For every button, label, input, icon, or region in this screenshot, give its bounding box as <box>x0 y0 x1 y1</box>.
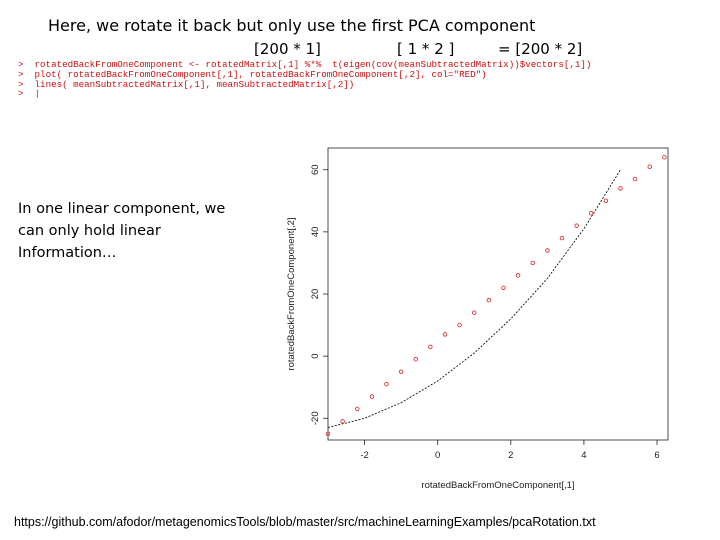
data-point <box>486 298 492 303</box>
data-point <box>369 394 375 399</box>
y-tick-label: 60 <box>310 164 321 175</box>
data-point <box>413 357 418 362</box>
data-point <box>428 344 433 350</box>
data-point <box>662 155 667 160</box>
original-data-line <box>327 169 621 429</box>
curve-line <box>327 169 621 429</box>
y-tick-label: -20 <box>310 411 321 425</box>
source-url: https://github.com/afodor/metagenomicsTo… <box>14 515 596 529</box>
dimension-label-1: [200 * 1] <box>254 40 321 58</box>
data-point <box>574 223 579 228</box>
data-point <box>545 248 550 253</box>
x-tick-label: -2 <box>360 450 368 461</box>
x-axis: -2 0 2 4 6 <box>360 440 660 461</box>
data-point <box>325 431 331 436</box>
data-point <box>472 310 477 315</box>
code-line: > | <box>18 88 41 100</box>
data-point <box>515 273 521 278</box>
projected-points <box>325 155 667 436</box>
data-point <box>355 406 360 412</box>
x-tick-label: 2 <box>508 450 513 461</box>
data-point <box>384 381 389 387</box>
slide-caption: In one linear component, we can only hol… <box>18 201 226 261</box>
x-tick-label: 4 <box>581 450 586 461</box>
code-line: > plot( rotatedBackFromOneComponent[,1],… <box>18 68 487 80</box>
slide-title: Here, we rotate it back but only use the… <box>48 16 536 35</box>
x-axis-label: rotatedBackFromOneComponent[,1] <box>421 480 574 491</box>
data-point <box>457 322 462 328</box>
data-point <box>398 369 404 374</box>
plot-frame <box>327 147 669 441</box>
data-point <box>501 285 506 290</box>
code-line: > lines( meanSubtractedMatrix[,1], meanS… <box>18 78 355 90</box>
r-console-code: > rotatedBackFromOneComponent <- rotated… <box>18 60 591 99</box>
code-line: > rotatedBackFromOneComponent <- rotated… <box>18 59 592 70</box>
data-point <box>589 211 594 216</box>
data-point <box>632 176 638 182</box>
y-axis: -20 0 20 40 60 <box>310 164 328 425</box>
data-point <box>530 260 535 266</box>
data-point <box>340 419 345 424</box>
y-tick-label: 0 <box>310 353 321 358</box>
y-axis-label: rotatedBackFromOneComponent[,2] <box>286 217 297 370</box>
y-tick-label: 40 <box>310 227 321 238</box>
data-point <box>442 332 448 337</box>
data-point <box>647 164 652 169</box>
x-tick-label: 0 <box>435 450 440 461</box>
data-point <box>559 235 565 241</box>
dimension-label-3: = [200 * 2] <box>498 40 583 58</box>
x-tick-label: 6 <box>654 450 659 461</box>
dimension-label-2: [ 1 * 2 ] <box>397 40 455 58</box>
y-tick-label: 20 <box>310 289 321 300</box>
data-point <box>603 198 609 204</box>
data-point <box>618 186 623 191</box>
